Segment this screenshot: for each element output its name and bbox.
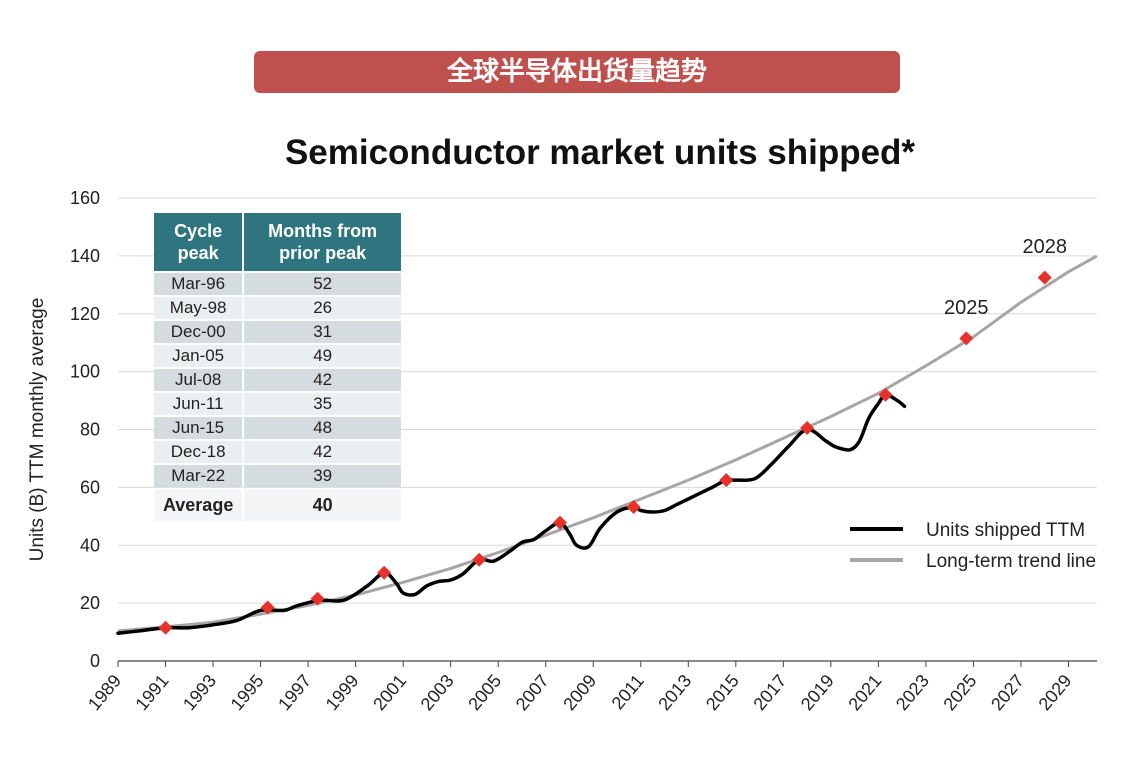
annotation-label: 2028 [1022, 236, 1067, 258]
x-tick-label: 2005 [464, 671, 505, 715]
x-tick-label: 2019 [797, 671, 838, 715]
peak-marker [377, 565, 392, 580]
y-tick-label: 0 [90, 651, 100, 671]
chart-title: Semiconductor market units shipped* [284, 133, 916, 172]
trend-line-early [117, 562, 464, 633]
y-tick-label: 100 [70, 362, 100, 382]
table-footer-label: Average [154, 489, 245, 521]
y-tick-label: 20 [80, 593, 100, 613]
table-cell-peak: Jun-15 [154, 417, 245, 439]
x-tick-label: 2025 [939, 671, 980, 715]
table-cell-months: 42 [244, 369, 401, 391]
x-tick-label: 2017 [749, 671, 790, 715]
y-axis-title: Units (B) TTM monthly average [27, 298, 48, 562]
table-cell-peak: Dec-00 [154, 321, 245, 343]
x-tick-label: 1991 [132, 671, 173, 715]
y-tick-label: 80 [80, 420, 100, 440]
table-cell-peak: Mar-22 [154, 465, 245, 487]
table-row: Jun-15 48 [154, 417, 401, 439]
table-cell-peak: Mar-96 [154, 273, 245, 295]
x-tick-label: 2007 [512, 671, 553, 715]
table-cell-peak: Dec-18 [154, 441, 245, 463]
peak-marker [260, 600, 275, 615]
table-cell-peak: Jan-05 [154, 345, 245, 367]
y-tick-label: 60 [80, 477, 100, 497]
x-tick-label: 1993 [179, 671, 220, 715]
y-tick-label: 40 [80, 535, 100, 555]
peak-marker [158, 620, 173, 635]
x-tick-label: 2029 [1034, 671, 1075, 715]
table-cell-months: 49 [244, 345, 401, 367]
table-cell-months: 31 [244, 321, 401, 343]
annotation-label: 2025 [944, 297, 989, 319]
x-tick-label: 1989 [84, 671, 125, 715]
table-row: Dec-00 31 [154, 321, 401, 343]
peak-marker [800, 421, 815, 436]
table-row: Jul-08 42 [154, 369, 401, 391]
table-row: Dec-18 42 [154, 441, 401, 463]
peak-marker [719, 473, 734, 488]
x-tick-label: 1999 [322, 671, 363, 715]
x-tick-label: 2001 [369, 671, 410, 715]
x-tick-label: 2011 [608, 671, 648, 714]
table-footer-value: 40 [244, 489, 401, 521]
peak-marker [310, 591, 325, 606]
cycle-peak-table: Cycle peak Months from prior peak Mar-96… [154, 211, 401, 523]
x-tick-label: 2009 [559, 671, 600, 715]
trend-line [450, 254, 1098, 570]
table-cell-peak: Jun-11 [154, 393, 245, 415]
table-row: Mar-22 39 [154, 465, 401, 487]
x-tick-label: 2015 [702, 671, 743, 715]
x-tick-label: 1997 [274, 671, 315, 715]
peak-marker [626, 500, 641, 515]
table-cell-peak: May-98 [154, 297, 245, 319]
table-row: Mar-96 52 [154, 273, 401, 295]
peak-marker [1037, 270, 1052, 285]
peak-marker [472, 552, 487, 567]
table-cell-months: 35 [244, 393, 401, 415]
table-row: Jan-05 49 [154, 345, 401, 367]
peak-marker [959, 331, 974, 346]
y-tick-label: 120 [70, 304, 100, 324]
x-tick-label: 2023 [892, 671, 933, 715]
table-row: May-98 26 [154, 297, 401, 319]
table-cell-months: 39 [244, 465, 401, 487]
table-cell-months: 26 [244, 297, 401, 319]
y-tick-label: 160 [70, 188, 100, 208]
table-header-months: Months from prior peak [244, 213, 401, 271]
legend-label: Units shipped TTM [926, 520, 1085, 541]
peak-marker [552, 515, 567, 530]
table-cell-months: 52 [244, 273, 401, 295]
table-header-cycle-peak: Cycle peak [154, 213, 245, 271]
y-tick-label: 140 [70, 246, 100, 266]
peak-marker [878, 387, 893, 402]
table-cell-months: 42 [244, 441, 401, 463]
x-tick-label: 1995 [227, 671, 268, 715]
table-cell-months: 48 [244, 417, 401, 439]
banner-title: 全球半导体出货量趋势 [254, 51, 900, 93]
x-tick-label: 2021 [844, 671, 885, 715]
table-row: Jun-11 35 [154, 393, 401, 415]
legend-label: Long-term trend line [926, 551, 1096, 572]
x-tick-label: 2027 [987, 671, 1028, 715]
x-tick-label: 2013 [654, 671, 695, 715]
x-tick-label: 2003 [417, 671, 458, 715]
table-cell-peak: Jul-08 [154, 369, 245, 391]
